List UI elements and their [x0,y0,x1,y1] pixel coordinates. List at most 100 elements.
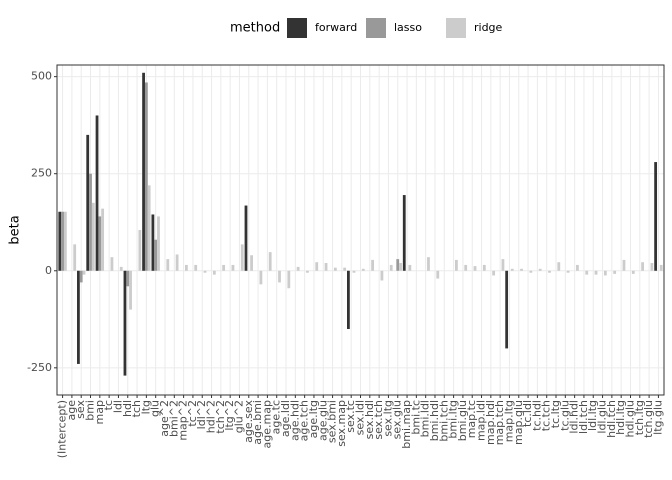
x-tick-label: age.bmi [251,400,264,445]
bar [144,82,148,271]
x-tick-label: sex.tch [372,400,385,440]
x-tick-label: age.glu [316,400,329,441]
bar [389,264,393,271]
x-tick-label: sex [74,400,87,419]
x-tick-label: bmi.ltg [447,400,460,439]
bar [63,211,67,271]
x-tick-label: tc.glu [558,400,571,431]
x-tick-label: tc^2 [186,400,199,427]
bar [603,270,607,276]
bar [473,266,477,271]
x-tick-label: age.ltg [307,400,320,438]
x-tick-label: age [65,400,78,421]
bar [654,162,658,271]
bar [402,195,406,271]
bar [650,263,654,271]
bar [79,270,83,283]
bar [380,270,384,281]
x-tick-label: ltg^2 [223,400,236,431]
x-tick-label: tc.ldl [521,400,534,427]
panel-border [56,64,665,396]
x-tick-label: sex.ltg [381,400,394,437]
x-tick-label: tc.ltg [549,400,562,428]
bar [505,270,509,349]
bar [123,270,127,376]
bar [222,264,226,271]
bar [510,268,514,271]
bar [529,270,533,273]
x-tick-label: (Intercept) [56,400,69,458]
x-tick-label: sex.map [335,400,348,447]
x-tick-label: map.tc [465,400,478,438]
bar [185,264,188,271]
bar [259,270,263,285]
x-tick-label: map.glu [512,400,525,445]
bar [343,267,347,271]
x-tick-label: ltg.glu [651,400,664,435]
legend-key [287,18,307,38]
bar [268,252,272,271]
x-tick-label: tc.tch [540,400,553,431]
bar [576,264,579,271]
bar [641,262,644,271]
bar [352,270,356,273]
legend-key [366,18,386,38]
bar [91,202,95,271]
x-tick-label: hdl.glu [623,400,636,438]
bar [454,259,458,271]
x-tick-label: bmi [84,400,97,421]
bar [119,266,123,271]
x-tick-label: ltg [139,400,152,414]
x-tick-label: age.ldl [279,400,292,437]
bar [194,264,198,271]
x-tick-label: map [93,400,106,424]
bar [464,264,468,271]
x-tick-label: ldl^2 [195,400,208,429]
bar [240,244,244,271]
x-tick-label: tc.hdl [530,400,543,431]
bar [110,257,114,271]
bar [659,264,663,271]
bar [585,270,589,275]
bar [175,254,179,271]
x-tick-label: map.ldl [475,400,488,441]
legend-key [446,18,466,38]
x-tick-label: hdl.ltg [614,400,627,435]
x-tick-label: ldl [111,400,124,413]
y-tick-label: 250 [31,167,52,180]
bar [408,264,412,271]
bar [347,270,350,329]
bar [631,270,635,274]
x-tick-label: tch.glu [642,400,655,438]
bar [399,263,402,271]
x-tick-label: tch^2 [214,400,227,434]
bar [126,270,130,287]
y-tick-label: -250 [27,361,52,374]
bar [142,72,145,271]
x-tick-label: map.hdl [484,400,497,445]
y-axis-title: beta [8,215,23,244]
bar [557,262,561,271]
bar [548,270,551,273]
x-tick-label: bmi.ldl [419,400,432,437]
x-tick-label: ldl.glu [596,400,609,434]
bar [138,230,142,271]
x-tick-label: ldl.tch [577,400,590,434]
bar [566,270,570,273]
bar [89,173,92,271]
x-tick-label: glu^2 [232,400,245,433]
x-tick-label: sex.hdl [363,400,376,439]
bar [492,270,496,276]
x-tick-label: sex.glu [391,400,404,439]
bar [244,205,248,271]
x-tick-label: age.tc [270,400,283,434]
bar [501,259,505,271]
bar [427,257,430,271]
x-tick-label: ldl.ltg [586,400,599,431]
bar [594,270,598,275]
legend-label: forward [315,21,357,34]
x-tick-label: age.tch [298,400,311,441]
x-tick-label: sex.tc [344,400,357,433]
x-tick-label: map.tch [493,400,506,445]
